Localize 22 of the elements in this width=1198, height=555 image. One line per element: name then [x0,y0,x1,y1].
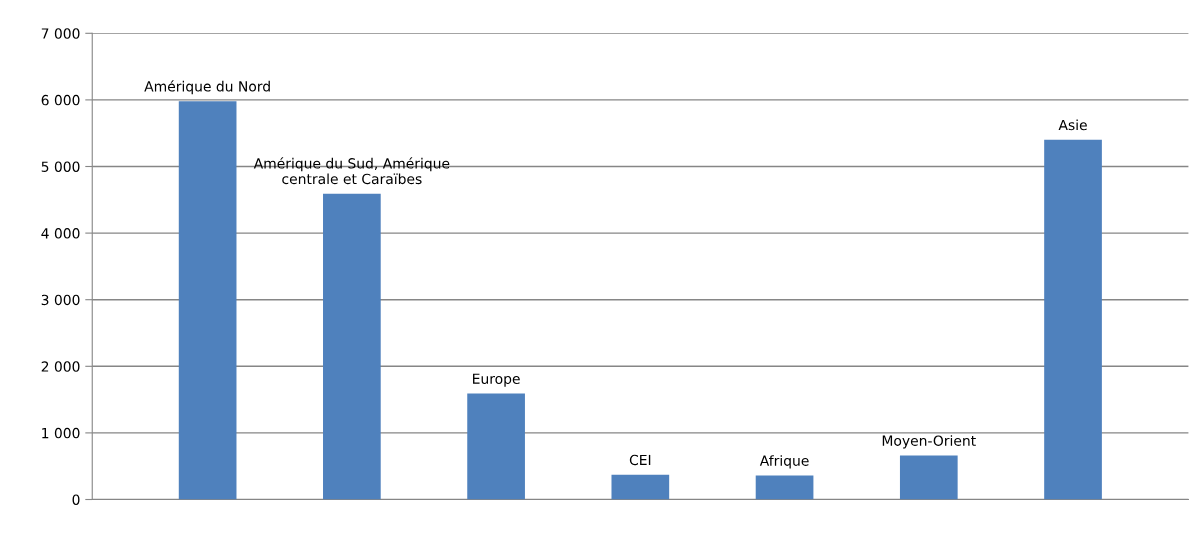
x-tick-label: Asie [1058,119,1087,131]
x-tick-label: Amérique du Nord [144,80,270,95]
y-tick-label: 7 000 [41,28,80,39]
x-tick-label: Amérique du Sud, Amérique centrale et Caraïbes [253,157,450,185]
bar [611,474,670,500]
y-tick-label: 6 000 [41,94,80,106]
y-tick-label: 4 000 [41,228,80,239]
x-tick-label: CEI [629,454,651,466]
y-tick-label: 5 000 [41,161,80,172]
bar [899,455,958,500]
bar [755,475,814,500]
x-tick-label: Afrique [759,455,809,469]
y-tick-label: 2 000 [41,361,80,372]
y-tick-label: 0 [72,494,80,505]
y-tick-label: 1 000 [42,427,80,439]
bar [1044,139,1102,500]
y-tick-label: 3 000 [41,294,80,306]
x-tick-label: Europe [473,373,520,387]
bar [467,393,525,500]
x-tick-label: Moyen-Orient [882,435,976,449]
bar [178,101,237,500]
bar [323,193,381,500]
